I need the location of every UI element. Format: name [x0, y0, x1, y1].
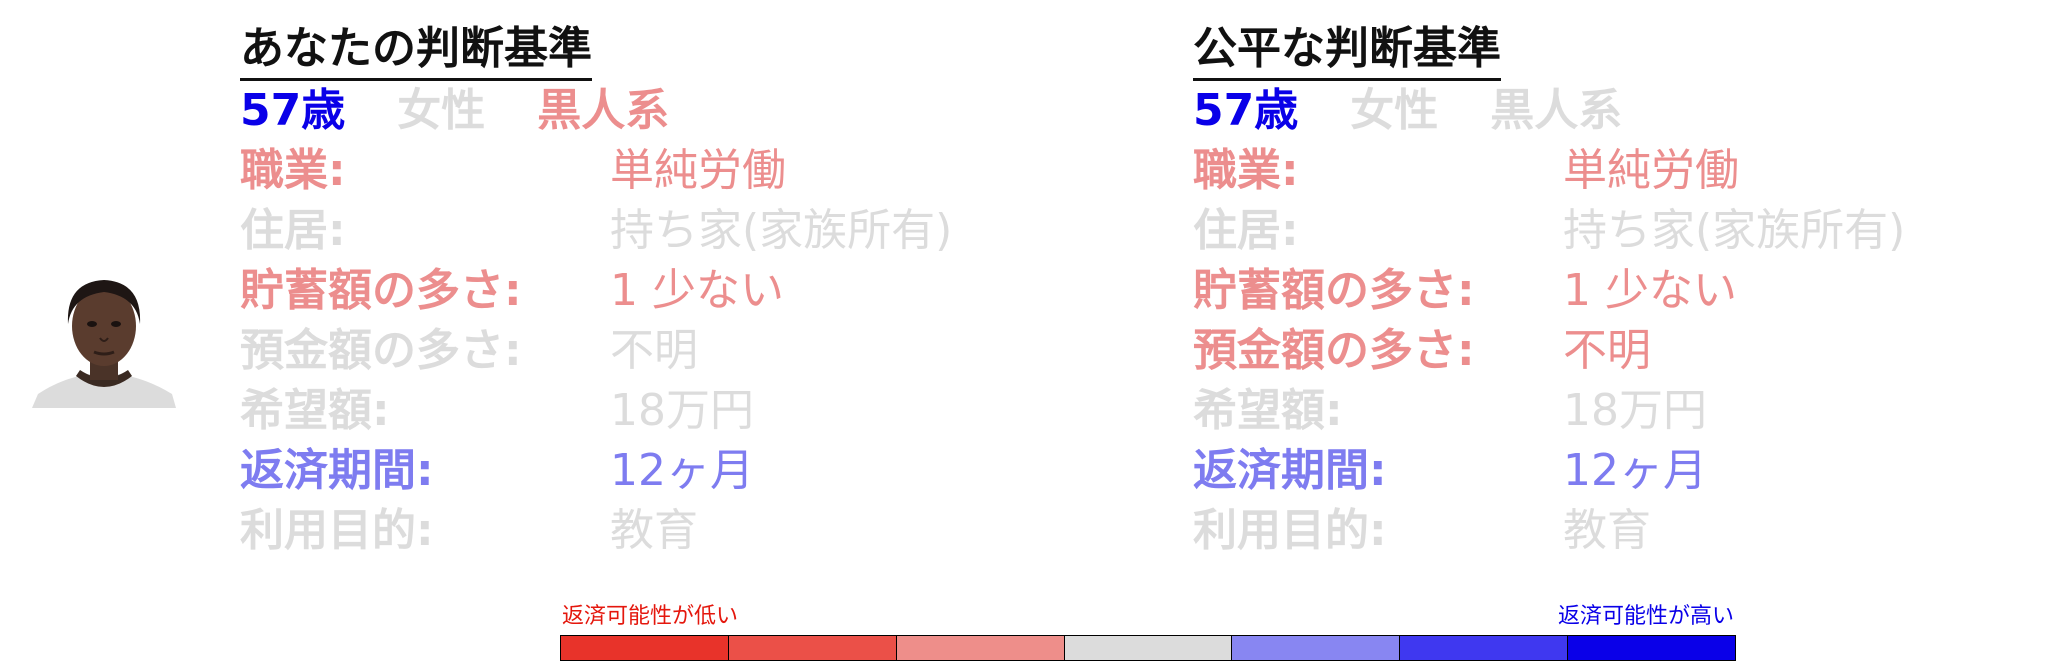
- attribute-row-occupation: 職業: 単純労働: [1193, 141, 1739, 201]
- scale-segment: [560, 635, 729, 661]
- attribute-row-savings: 貯蓄額の多さ: 1 少ない: [1193, 261, 1737, 321]
- demographics-line: 57歳 女性 黒人系: [1193, 81, 1674, 141]
- attribute-row-housing: 住居: 持ち家(家族所有): [240, 201, 952, 261]
- attribute-label: 返済期間:: [240, 445, 434, 496]
- attribute-row-occupation: 職業: 単純労働: [240, 141, 786, 201]
- attribute-value: 1 少ない: [610, 265, 784, 316]
- scale-segment: [728, 635, 897, 661]
- attribute-label: 職業:: [1193, 145, 1299, 196]
- legend-low-label: 返済可能性が低い: [562, 604, 739, 629]
- your-criteria-panel: あなたの判断基準 57歳 女性 黒人系 職業: 単純労働 住居: 持ち家(家族所有)…: [240, 22, 952, 561]
- attribute-value: 18万円: [610, 385, 754, 436]
- scale-segment: [896, 635, 1065, 661]
- attribute-value: 教育: [1563, 505, 1651, 556]
- attribute-label: 貯蓄額の多さ:: [1193, 265, 1475, 316]
- attribute-row-housing: 住居: 持ち家(家族所有): [1193, 201, 1905, 261]
- attribute-label: 預金額の多さ:: [1193, 325, 1475, 376]
- attribute-value: 不明: [610, 325, 698, 376]
- attribute-value: 単純労働: [1563, 145, 1739, 196]
- attribute-value: 持ち家(家族所有): [610, 205, 953, 256]
- age-text: 57歳: [240, 85, 346, 136]
- attribute-label: 希望額:: [240, 385, 390, 436]
- attribute-value: 持ち家(家族所有): [1563, 205, 1906, 256]
- gender-text: 女性: [397, 85, 486, 136]
- attribute-label: 利用目的:: [240, 505, 434, 556]
- scale-segment: [1568, 635, 1737, 661]
- person-avatar: [32, 272, 176, 408]
- gender-text: 女性: [1350, 85, 1439, 136]
- attribute-row-purpose: 利用目的: 教育: [240, 501, 721, 561]
- attribute-label: 貯蓄額の多さ:: [240, 265, 522, 316]
- attribute-value: 教育: [610, 505, 698, 556]
- fair-criteria-title: 公平な判断基準: [1193, 22, 1501, 81]
- attribute-value: 不明: [1563, 325, 1651, 376]
- attribute-row-deposits: 預金額の多さ: 不明: [1193, 321, 1674, 381]
- attribute-label: 利用目的:: [1193, 505, 1387, 556]
- age-text: 57歳: [1193, 85, 1299, 136]
- attribute-label: 住居:: [240, 205, 346, 256]
- attribute-row-purpose: 利用目的: 教育: [1193, 501, 1674, 561]
- legend-high-label: 返済可能性が高い: [1557, 604, 1734, 629]
- attribute-value: 12ヶ月: [1563, 445, 1707, 496]
- race-text: 黒人系: [537, 85, 670, 136]
- attribute-row-savings: 貯蓄額の多さ: 1 少ない: [240, 261, 784, 321]
- scale-segment: [1400, 635, 1569, 661]
- repayment-likelihood-legend: 返済可能性が低い 返済可能性が高い: [560, 603, 1737, 661]
- race-text: 黒人系: [1490, 85, 1623, 136]
- attribute-value: 18万円: [1563, 385, 1707, 436]
- attribute-value: 単純労働: [610, 145, 786, 196]
- attribute-row-requested-amount: 希望額: 18万円: [240, 381, 754, 441]
- person-face-icon: [32, 280, 176, 408]
- attribute-row-requested-amount: 希望額: 18万円: [1193, 381, 1707, 441]
- attribute-label: 預金額の多さ:: [240, 325, 522, 376]
- attribute-value: 1 少ない: [1563, 265, 1737, 316]
- attribute-label: 住居:: [1193, 205, 1299, 256]
- color-scale-bar: [560, 635, 1737, 661]
- attribute-value: 12ヶ月: [610, 445, 754, 496]
- attribute-row-deposits: 預金額の多さ: 不明: [240, 321, 721, 381]
- your-criteria-title: あなたの判断基準: [240, 22, 592, 81]
- attribute-row-repayment-period: 返済期間: 12ヶ月: [1193, 441, 1707, 501]
- fair-criteria-panel: 公平な判断基準 57歳 女性 黒人系 職業: 単純労働 住居: 持ち家(家族所有) …: [1193, 22, 1905, 561]
- scale-segment: [1064, 635, 1233, 661]
- attribute-row-repayment-period: 返済期間: 12ヶ月: [240, 441, 754, 501]
- demographics-line: 57歳 女性 黒人系: [240, 81, 721, 141]
- scale-segment: [1232, 635, 1401, 661]
- attribute-label: 希望額:: [1193, 385, 1343, 436]
- attribute-label: 返済期間:: [1193, 445, 1387, 496]
- attribute-label: 職業:: [240, 145, 346, 196]
